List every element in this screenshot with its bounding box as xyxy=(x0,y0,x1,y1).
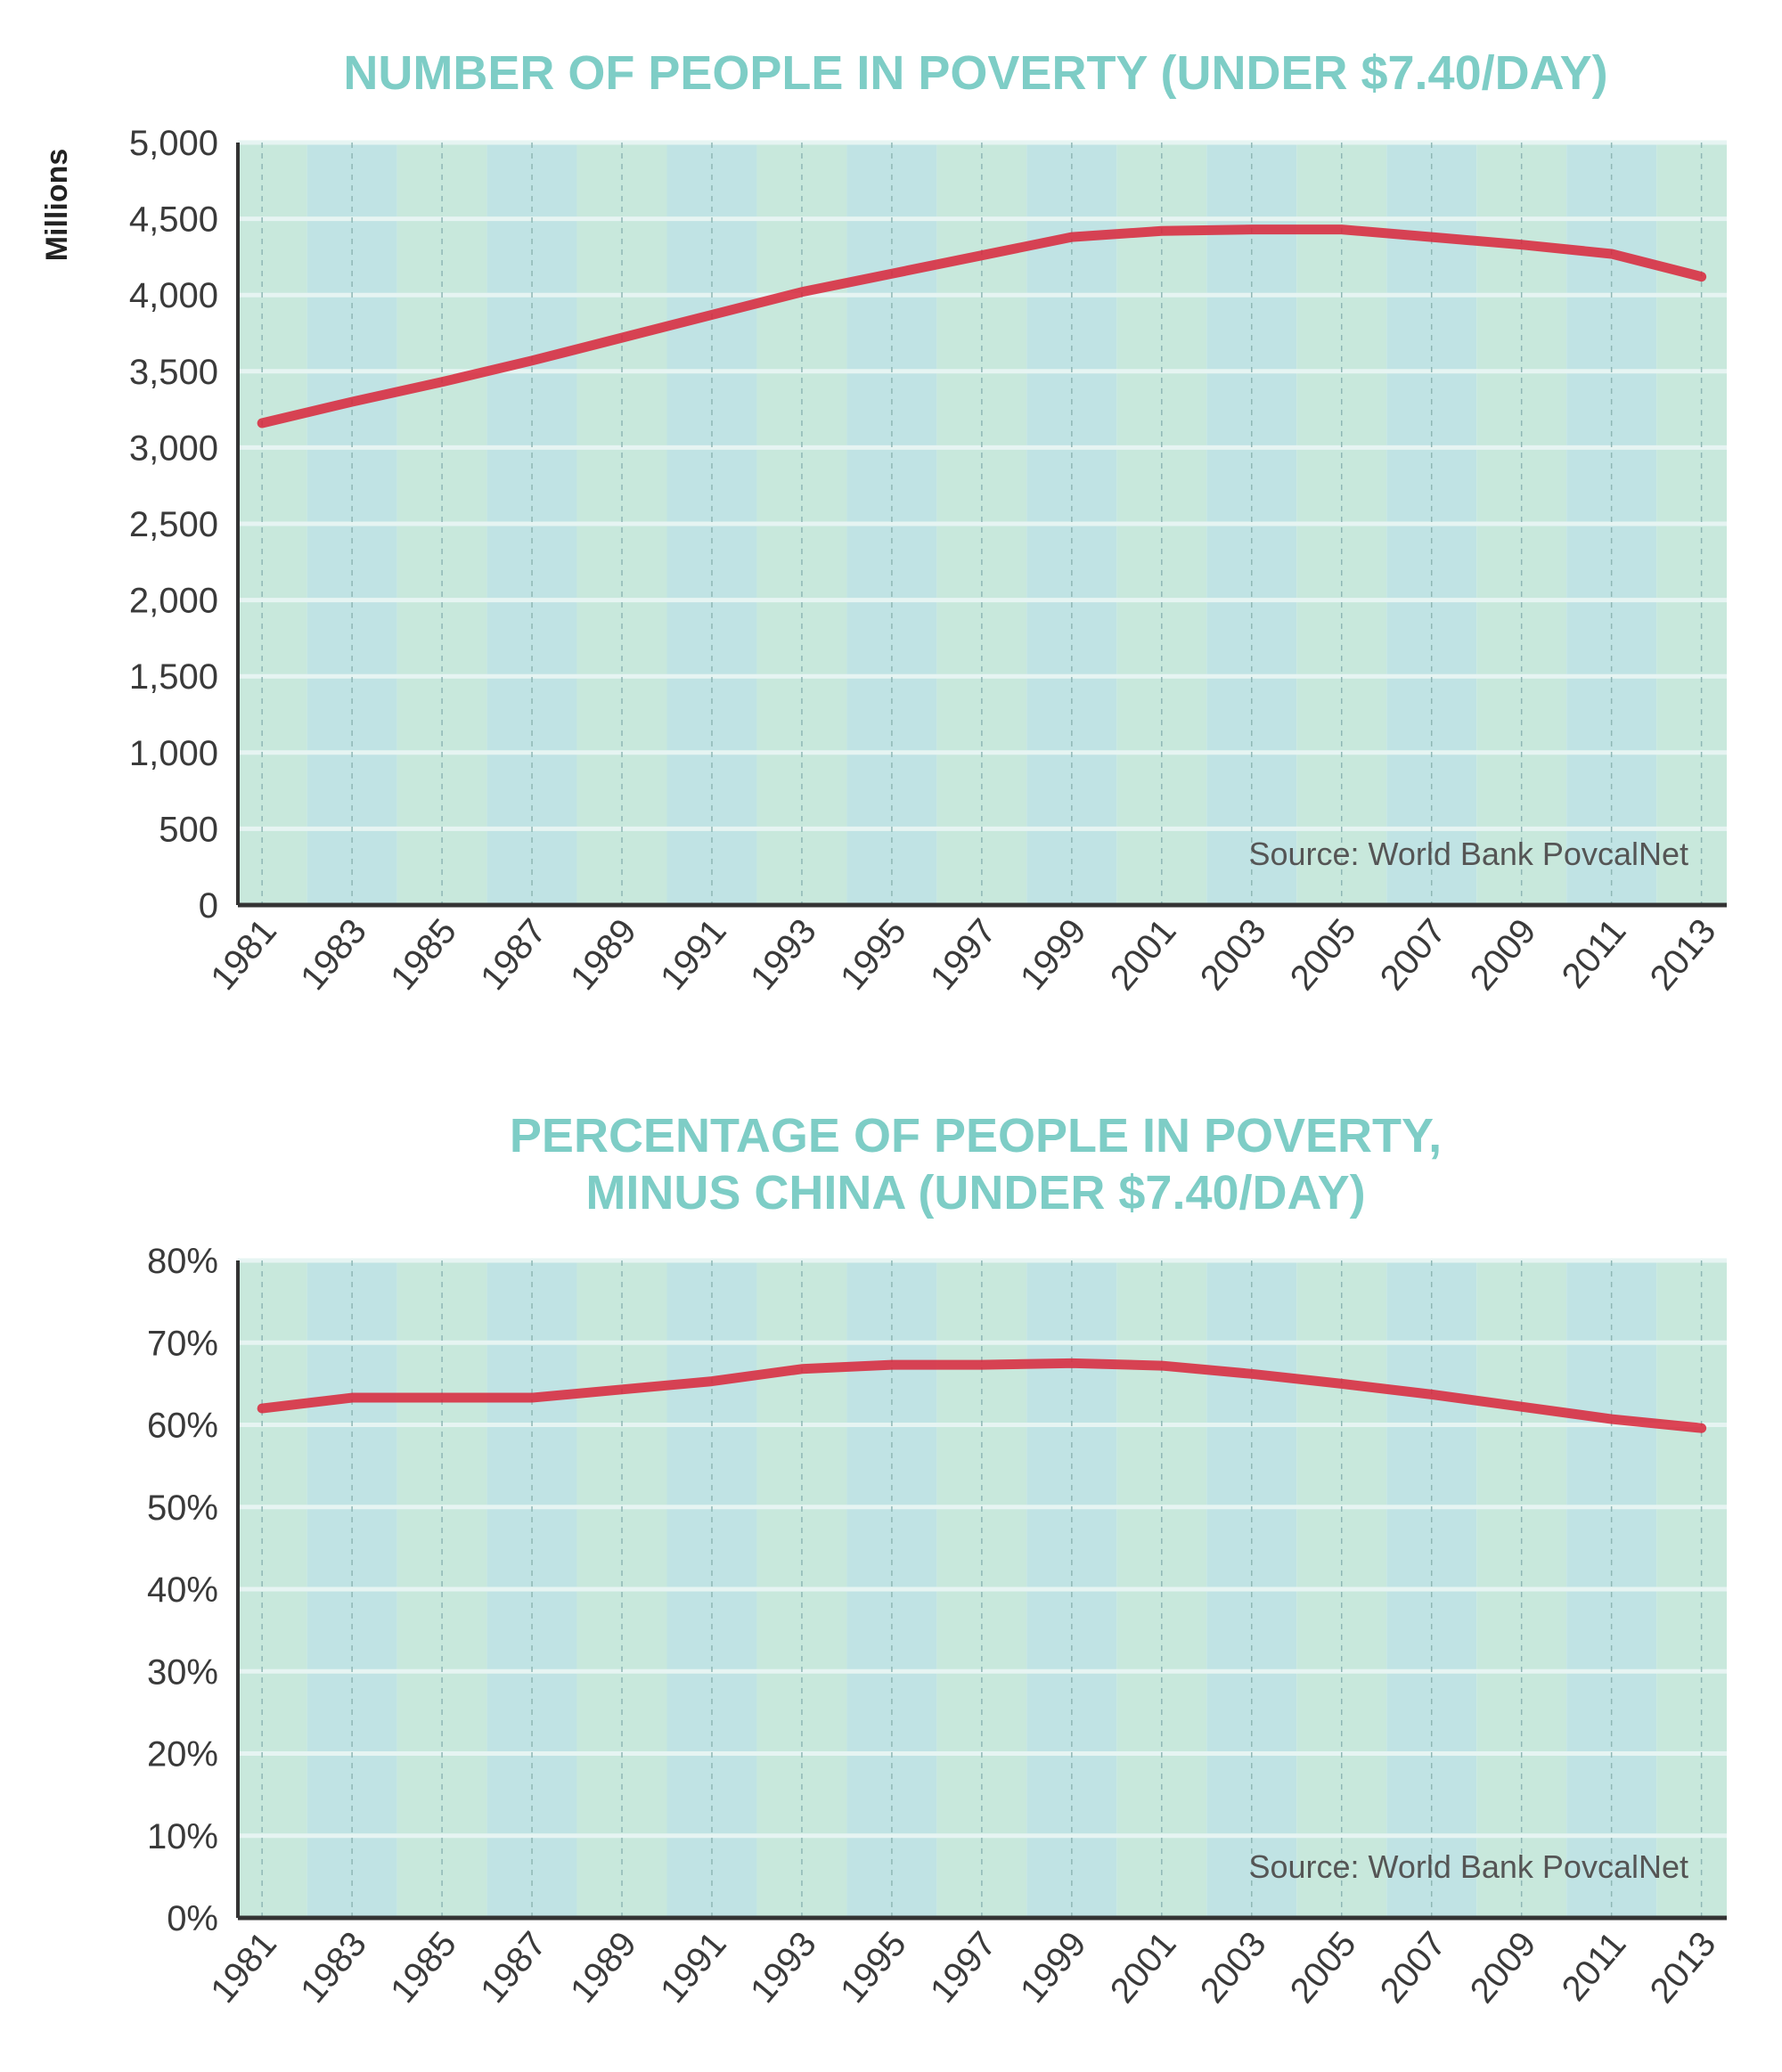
y-tick-label: 70% xyxy=(147,1324,218,1363)
x-tick-label: 1999 xyxy=(1013,1925,1094,2011)
y-tick-label: 4,500 xyxy=(129,200,218,240)
x-tick-label: 1985 xyxy=(383,1925,464,2011)
x-tick-label: 2013 xyxy=(1643,912,1724,998)
x-tick-label: 2009 xyxy=(1463,912,1544,998)
x-tick-label: 2011 xyxy=(1555,912,1634,996)
x-tick-label: 2003 xyxy=(1193,912,1274,998)
y-axis-label: Millions xyxy=(40,149,74,262)
y-tick-label: 30% xyxy=(147,1652,218,1692)
y-tick-label: 0% xyxy=(167,1899,218,1938)
x-tick-label: 2013 xyxy=(1643,1925,1724,2011)
y-tick-label: 2,000 xyxy=(129,582,218,621)
x-tick-label: 1995 xyxy=(833,1925,914,2011)
y-tick-label: 2,500 xyxy=(129,505,218,544)
source-note: Source: World Bank PovcalNet xyxy=(1248,1848,1688,1885)
x-tick-label: 1989 xyxy=(563,1925,644,2011)
y-tick-label: 80% xyxy=(147,1242,218,1281)
chart-title: PERCENTAGE OF PEOPLE IN POVERTY, xyxy=(510,1109,1442,1162)
x-tick-label: 1997 xyxy=(923,912,1004,998)
x-tick-label: 1993 xyxy=(743,912,824,998)
x-tick-label: 1991 xyxy=(653,1925,734,2011)
y-tick-label: 3,500 xyxy=(129,353,218,392)
x-tick-label: 2005 xyxy=(1283,1925,1364,2011)
x-tick-label: 1983 xyxy=(293,912,374,998)
y-tick-label: 1,500 xyxy=(129,657,218,697)
y-tick-label: 10% xyxy=(147,1817,218,1856)
x-tick-label: 1995 xyxy=(833,912,914,998)
x-tick-label: 2001 xyxy=(1103,1925,1184,2011)
x-tick-label: 2003 xyxy=(1193,1925,1274,2011)
chart-title: MINUS CHINA (UNDER $7.40/DAY) xyxy=(585,1166,1365,1220)
x-tick-label: 2007 xyxy=(1373,912,1454,998)
chart-title: NUMBER OF PEOPLE IN POVERTY (UNDER $7.40… xyxy=(343,46,1607,100)
x-tick-label: 1993 xyxy=(743,1925,824,2011)
x-tick-label: 2001 xyxy=(1103,912,1184,998)
x-tick-label: 2007 xyxy=(1373,1925,1454,2011)
source-note: Source: World Bank PovcalNet xyxy=(1248,836,1688,872)
y-tick-label: 20% xyxy=(147,1735,218,1774)
x-tick-label: 1997 xyxy=(923,1925,1004,2011)
y-tick-label: 4,000 xyxy=(129,276,218,315)
x-tick-label: 1999 xyxy=(1013,912,1094,998)
x-tick-label: 2005 xyxy=(1283,912,1364,998)
x-tick-label: 1987 xyxy=(473,1925,554,2011)
y-tick-label: 1,000 xyxy=(129,734,218,773)
x-tick-label: 1989 xyxy=(563,912,644,998)
x-tick-label: 1985 xyxy=(383,912,464,998)
x-tick-label: 2011 xyxy=(1555,1925,1634,2009)
x-tick-label: 1983 xyxy=(293,1925,374,2011)
x-tick-label: 2009 xyxy=(1463,1925,1544,2011)
y-tick-label: 500 xyxy=(159,810,218,849)
y-tick-label: 50% xyxy=(147,1489,218,1528)
x-tick-label: 1987 xyxy=(473,912,554,998)
x-tick-label: 1991 xyxy=(653,912,734,998)
y-tick-label: 3,000 xyxy=(129,428,218,468)
y-tick-label: 5,000 xyxy=(129,124,218,163)
y-tick-label: 40% xyxy=(147,1570,218,1610)
y-tick-label: 0 xyxy=(199,886,218,926)
y-tick-label: 60% xyxy=(147,1407,218,1446)
